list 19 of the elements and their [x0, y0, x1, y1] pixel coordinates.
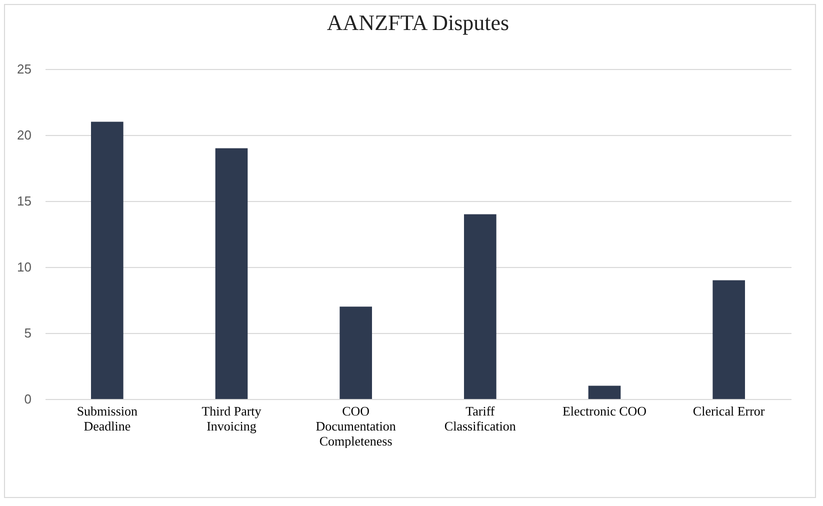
chart-title: AANZFTA Disputes	[326, 10, 510, 35]
bar	[340, 306, 372, 399]
x-tick-label: Electronic COO	[562, 404, 647, 418]
x-tick-label: Submission Deadline	[76, 404, 138, 434]
x-tick-label: COO Documentation Completeness	[316, 404, 396, 448]
y-tick-label: 10	[17, 260, 32, 274]
x-tick-label: Third Party Invoicing	[202, 404, 262, 434]
y-tick-label: 5	[24, 326, 32, 340]
bar	[588, 386, 621, 399]
x-tick-label: Clerical Error	[692, 404, 766, 418]
y-tick-label: 20	[17, 128, 32, 142]
bar	[215, 148, 248, 399]
bar	[91, 122, 124, 399]
y-tick-label: 0	[24, 392, 32, 406]
y-tick-label: 25	[17, 62, 32, 76]
y-tick-label: 15	[17, 194, 32, 208]
bar	[464, 214, 496, 399]
x-tick-label: Tariff Classification	[444, 404, 516, 434]
bar	[712, 280, 745, 399]
